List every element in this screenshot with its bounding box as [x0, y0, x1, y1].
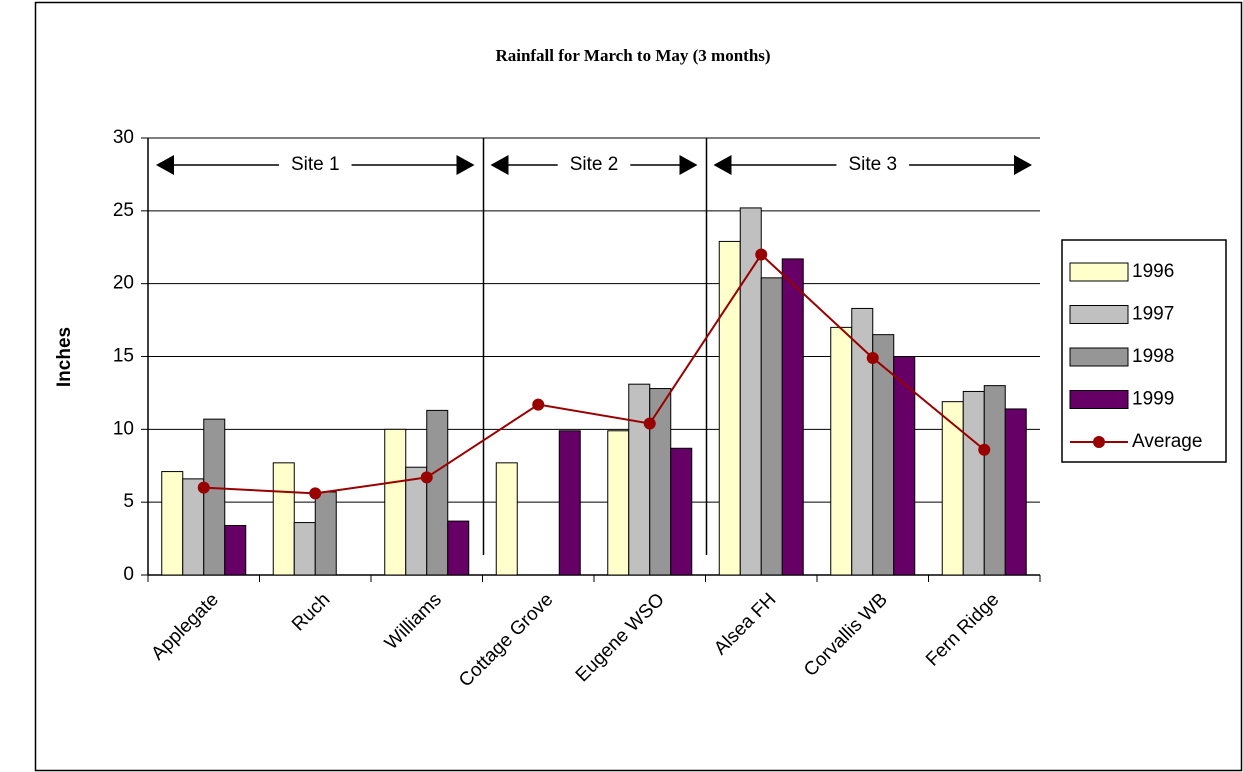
- bar: [649, 388, 672, 576]
- bar: [872, 334, 895, 576]
- line-marker: [309, 487, 322, 500]
- bar: [224, 524, 247, 576]
- y-tick-label: 25: [113, 200, 134, 221]
- site-arrow-head: [679, 155, 698, 175]
- site-label: Site 1: [291, 154, 340, 175]
- bar: [426, 409, 449, 576]
- line-marker: [643, 417, 656, 430]
- bar: [384, 428, 407, 576]
- bar: [670, 447, 693, 576]
- legend-swatch: [1093, 436, 1105, 448]
- bar: [558, 430, 581, 576]
- line-marker: [420, 471, 433, 484]
- site-label: Site 3: [848, 154, 897, 175]
- y-tick-label: 15: [113, 346, 134, 367]
- bar: [628, 383, 651, 576]
- legend-swatch: [1069, 262, 1129, 282]
- bar: [607, 430, 630, 576]
- y-tick-label: 5: [123, 491, 134, 512]
- chart-title: Rainfall for March to May (3 months): [495, 46, 770, 65]
- legend-swatch: [1069, 347, 1129, 367]
- y-axis-title: Inches: [54, 327, 75, 387]
- y-tick-label: 0: [123, 564, 134, 585]
- site-arrow-head: [156, 155, 174, 175]
- bar: [739, 207, 762, 576]
- bar: [182, 478, 205, 576]
- bar: [830, 326, 853, 576]
- legend-label: 1997: [1132, 304, 1174, 325]
- legend-swatch: [1069, 390, 1129, 409]
- legend-label: 1998: [1132, 346, 1174, 367]
- bar: [405, 466, 428, 576]
- legend-swatch: [1069, 305, 1129, 324]
- y-tick-label: 20: [113, 273, 134, 294]
- bar: [495, 462, 518, 576]
- bar: [781, 258, 804, 576]
- bar: [272, 462, 295, 576]
- site-arrow-head: [490, 155, 509, 175]
- bar: [203, 418, 226, 576]
- line-marker: [866, 351, 879, 364]
- site-label: Site 2: [570, 154, 619, 175]
- site-arrow-head: [713, 155, 732, 175]
- bar: [1004, 408, 1027, 576]
- line-marker: [755, 248, 768, 261]
- bar: [293, 522, 316, 576]
- line-marker: [978, 443, 991, 456]
- bar: [893, 356, 916, 576]
- bar: [161, 471, 184, 576]
- bar: [983, 385, 1006, 576]
- line-marker: [197, 481, 210, 494]
- site-arrow-head: [1014, 155, 1032, 175]
- bar: [962, 390, 985, 576]
- legend-label: 1999: [1132, 389, 1174, 410]
- y-tick-label: 10: [113, 418, 134, 439]
- site-arrow-head: [456, 155, 475, 175]
- line: [203, 252, 985, 495]
- bar: [760, 277, 783, 576]
- bar: [447, 520, 470, 576]
- bar: [314, 491, 337, 576]
- y-tick-label: 30: [113, 127, 134, 148]
- bar: [941, 401, 964, 576]
- legend-label: 1996: [1132, 261, 1174, 282]
- line-marker: [532, 398, 545, 411]
- legend-label: Average: [1132, 431, 1202, 452]
